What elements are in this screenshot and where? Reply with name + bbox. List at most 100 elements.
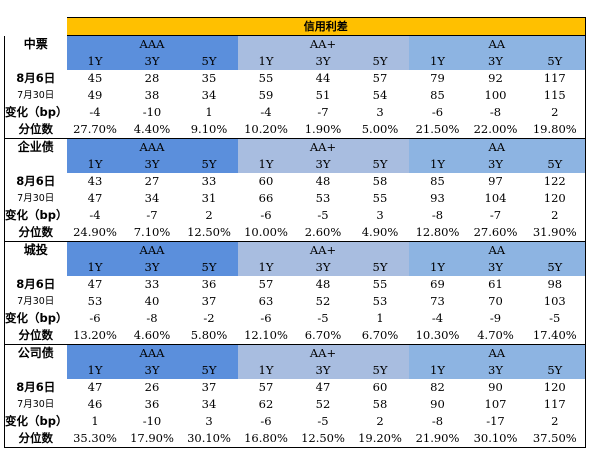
value-cell: 53	[315, 191, 331, 205]
value-cell: 26	[144, 380, 160, 394]
grade-header: AAA	[66, 35, 238, 53]
tenor-header: 3Y	[466, 53, 525, 70]
value-cell: 115	[524, 87, 587, 104]
data-row-prev: 7月30日 47 34 31 66 53 55 93 104 120	[4, 190, 587, 207]
value-cell: 5.00%	[351, 121, 409, 139]
value-cell: 22.00%	[466, 121, 525, 139]
value-cell: 58	[372, 397, 388, 411]
value-cell: 2	[524, 207, 587, 224]
value-cell: 48	[315, 174, 331, 188]
tenor-header: 5Y	[351, 362, 409, 379]
value-cell: -5	[317, 311, 329, 325]
value-cell: -10	[142, 414, 162, 428]
tenor-header: 5Y	[351, 53, 409, 70]
value-cell: 55	[372, 277, 388, 291]
tenor-header: 1Y	[408, 53, 467, 70]
value-cell: 13.20%	[66, 327, 124, 345]
value-cell: 49	[87, 88, 103, 102]
value-cell: 117	[524, 70, 587, 87]
value-cell: 17.90%	[123, 430, 181, 448]
tenor-header: 3Y	[123, 362, 181, 379]
value-cell: 31.90%	[524, 224, 587, 242]
tenor-header: 3Y	[123, 259, 181, 276]
value-cell: 2	[376, 414, 384, 428]
data-row-pct: 分位数 27.70% 4.40% 9.10% 10.20% 1.90% 5.00% 21.50…	[4, 121, 587, 139]
value-cell: 97	[488, 174, 503, 188]
tenor-header: 3Y	[466, 259, 525, 276]
section-name: 企业债	[4, 138, 67, 156]
section-header-row: 公司债 AAA AA+ AA	[4, 344, 587, 362]
row-label: 变化（bp）	[4, 104, 67, 121]
value-cell: 120	[524, 379, 587, 396]
value-cell: -6	[260, 311, 272, 325]
value-cell: 62	[258, 397, 274, 411]
data-row-pct: 分位数 13.20% 4.60% 5.80% 12.10% 6.70% 6.70% 10.30…	[4, 327, 587, 345]
value-cell: 92	[488, 71, 503, 85]
value-cell: 12.50%	[180, 224, 238, 242]
data-row-chg: 变化（bp） -4 -10 1 -4 -7 3 -6 -8 2	[4, 104, 587, 121]
tenor-header: 1Y	[66, 53, 124, 70]
value-cell: 43	[87, 174, 103, 188]
grade-header: AA+	[237, 241, 409, 259]
value-cell: 73	[430, 294, 445, 308]
value-cell: 1.90%	[294, 121, 352, 139]
tenor-header: 1Y	[66, 362, 124, 379]
blank-label-cell	[4, 362, 67, 379]
tenor-header: 5Y	[351, 259, 409, 276]
row-label: 分位数	[4, 327, 67, 345]
tenor-header: 3Y	[294, 259, 352, 276]
value-cell: 44	[315, 71, 331, 85]
tenor-header: 1Y	[237, 53, 295, 70]
value-cell: 57	[258, 380, 274, 394]
value-cell: -8	[146, 311, 158, 325]
value-cell: 69	[430, 277, 445, 291]
grade-header: AAA	[66, 241, 238, 259]
grade-header: AA+	[237, 138, 409, 156]
data-row-prev: 7月30日 53 40 37 63 52 53 73 70 103	[4, 293, 587, 310]
value-cell: 36	[144, 397, 160, 411]
row-label: 7月30日	[4, 190, 67, 207]
grade-header: AA+	[237, 344, 409, 362]
credit-spread-table: 信用利差 中票 AAA AA+ AA 1Y 3Y 5Y 1Y 3Y 5Y 1Y 3Y 5Y 8月6日 45 2…	[4, 17, 587, 448]
tenor-header: 1Y	[408, 156, 467, 173]
grade-header: AA+	[237, 35, 409, 53]
tenor-row: 1Y 3Y 5Y 1Y 3Y 5Y 1Y 3Y 5Y	[4, 53, 587, 70]
value-cell: 2	[524, 104, 587, 121]
value-cell: 93	[430, 191, 445, 205]
value-cell: 34	[144, 191, 160, 205]
value-cell: 103	[524, 293, 587, 310]
value-cell: 12.80%	[408, 224, 467, 242]
value-cell: 4.70%	[466, 327, 525, 345]
value-cell: -4	[431, 311, 444, 325]
row-label: 变化（bp）	[4, 207, 67, 224]
value-cell: 107	[484, 397, 507, 411]
value-cell: 79	[430, 71, 445, 85]
row-label: 8月6日	[4, 276, 67, 293]
value-cell: 51	[315, 88, 331, 102]
value-cell: 2	[205, 208, 213, 222]
tenor-header: 5Y	[524, 362, 587, 379]
value-cell: 46	[87, 397, 103, 411]
value-cell: 45	[87, 71, 103, 85]
value-cell: 34	[201, 88, 217, 102]
value-cell: 54	[372, 88, 388, 102]
tenor-header: 5Y	[180, 156, 238, 173]
data-row-prev: 7月30日 46 36 34 62 52 58 90 107 117	[4, 396, 587, 413]
value-cell: 12.10%	[237, 327, 295, 345]
value-cell: 5.80%	[180, 327, 238, 345]
value-cell: 21.90%	[408, 430, 467, 448]
grade-header: AAA	[66, 138, 238, 156]
section-name: 城投	[4, 241, 67, 259]
grade-header: AA	[408, 241, 587, 259]
tenor-header: 3Y	[123, 53, 181, 70]
grade-header: AA	[408, 344, 587, 362]
value-cell: 38	[144, 88, 160, 102]
tenor-row: 1Y 3Y 5Y 1Y 3Y 5Y 1Y 3Y 5Y	[4, 362, 587, 379]
value-cell: -5	[317, 208, 329, 222]
value-cell: 48	[315, 277, 331, 291]
value-cell: -8	[431, 414, 444, 428]
value-cell: 6.70%	[351, 327, 409, 345]
value-cell: 57	[372, 71, 388, 85]
value-cell: 37.50%	[524, 430, 587, 448]
value-cell: 2	[524, 413, 587, 430]
